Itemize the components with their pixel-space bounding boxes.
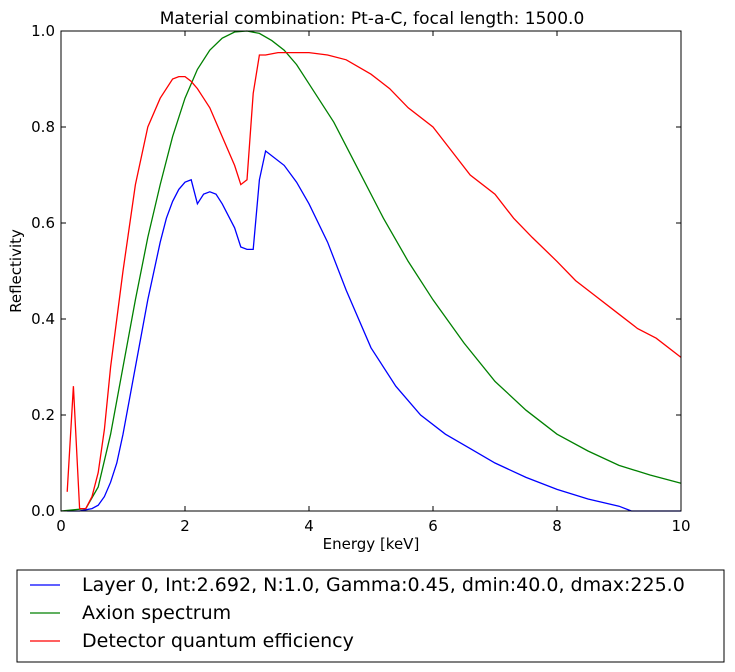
y-tick-label: 0.2: [31, 406, 55, 424]
legend-frame: [16, 569, 725, 663]
x-tick-label: 10: [671, 517, 690, 535]
plot-area: [60, 30, 682, 512]
y-axis-label: Reflectivity: [7, 229, 25, 313]
y-tick-label: 0.0: [31, 502, 55, 520]
x-axis-label: Energy [keV]: [323, 535, 420, 553]
series-line-1: [60, 30, 682, 512]
x-tick-label: 0: [56, 517, 66, 535]
legend-entry: Axion spectrum: [82, 602, 231, 624]
axes-frame: [60, 30, 682, 512]
chart-title: Material combination: Pt-a-C, focal leng…: [160, 9, 585, 29]
x-tick-label: 4: [304, 517, 314, 535]
series-line-0: [67, 149, 681, 512]
legend-entry: Layer 0, Int:2.692, N:1.0, Gamma:0.45, d…: [82, 574, 685, 596]
y-tick-label: 0.8: [31, 118, 55, 136]
x-tick-label: 8: [552, 517, 562, 535]
y-tick-label: 0.6: [31, 214, 55, 232]
x-tick-label: 2: [180, 517, 190, 535]
x-tick-label: 6: [428, 517, 438, 535]
y-tick-label: 1.0: [31, 22, 55, 40]
x-axis-ticks: 0 2 4 6 8 10: [56, 31, 691, 535]
legend: Layer 0, Int:2.692, N:1.0, Gamma:0.45, d…: [16, 569, 725, 663]
legend-entry: Detector quantum efficiency: [82, 630, 354, 652]
series-line-2: [66, 51, 682, 510]
y-axis-ticks: 0.0 0.2 0.4 0.6 0.8 1.0: [31, 22, 681, 520]
y-tick-label: 0.4: [31, 310, 55, 328]
